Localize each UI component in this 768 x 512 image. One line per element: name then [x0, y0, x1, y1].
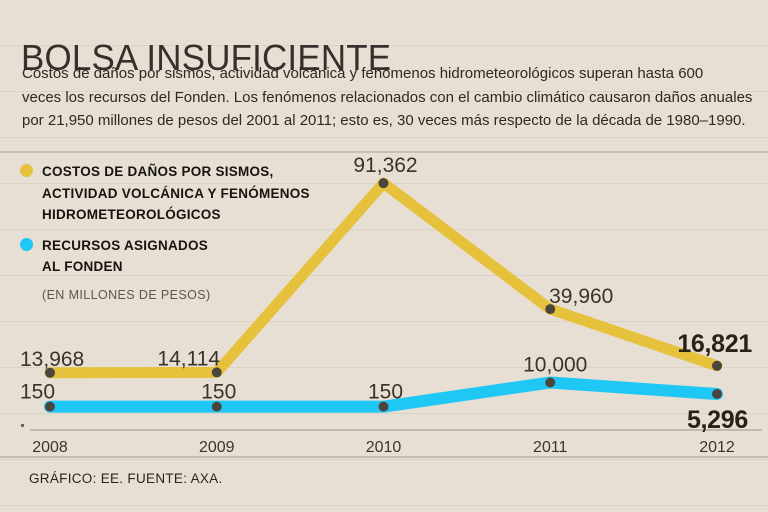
- legend-line: RECURSOS ASIGNADOS: [42, 237, 209, 253]
- fonden-value-label-2011: 10,000: [523, 354, 587, 377]
- fonden-point-2009: [211, 401, 222, 412]
- fonden-value-label-2009: 150: [201, 381, 236, 404]
- legend-damage-costs-label: COSTOS DE DAÑOS POR SISMOS, ACTIVIDAD VO…: [42, 161, 310, 226]
- year-label-2009: 2009: [199, 439, 235, 456]
- year-label-2010: 2010: [366, 439, 402, 456]
- damage-costs-point-2011: [545, 304, 556, 315]
- damage-costs-value-label-2010: 91,362: [353, 154, 417, 177]
- damage-costs-point-2012: [712, 360, 722, 371]
- fonden-value-label-2012: 5,296: [687, 406, 748, 434]
- year-label-2011: 2011: [533, 439, 568, 456]
- damage-costs-value-label-2008: 13,968: [20, 348, 84, 371]
- fonden-point-2011: [545, 377, 556, 388]
- damage-costs-value-label-2011: 39,960: [549, 285, 613, 308]
- page-title: BOLSA INSUFICIENTE: [21, 37, 392, 79]
- footer-divider: [0, 456, 768, 458]
- legend-fonden-label: RECURSOS ASIGNADOS AL FONDEN: [42, 235, 208, 278]
- year-label-2012: 2012: [699, 439, 735, 456]
- chart-legend: COSTOS DE DAÑOS POR SISMOS, ACTIVIDAD VO…: [20, 161, 350, 302]
- damage-costs-bullet-icon: [20, 164, 33, 177]
- damage-costs-value-label-2009: 14,114: [157, 347, 220, 370]
- unit-note: (EN MILLONES DE PESOS): [42, 287, 211, 302]
- subtitle-line: Costos de daños por sismos, actividad vo…: [22, 65, 704, 82]
- fonden-value-label-2010: 150: [368, 381, 403, 404]
- legend-line: HIDROMETEOROLÓGICOS: [42, 207, 221, 222]
- year-label-2008: 2008: [32, 439, 68, 456]
- damage-costs-line: [44, 177, 723, 379]
- legend-line: COSTOS DE DAÑOS POR SISMOS,: [42, 164, 274, 179]
- chart-subtitle: Costos de daños por sismos, actividad vo…: [22, 62, 752, 133]
- source-credit: GRÁFICO: EE. FUENTE: AXA.: [29, 471, 223, 486]
- legend-item-damage-costs: COSTOS DE DAÑOS POR SISMOS, ACTIVIDAD VO…: [20, 161, 350, 226]
- fonden-point-2010: [378, 401, 389, 412]
- subtitle-line: por 21,950 millones de pesos del 2001 al…: [22, 112, 746, 129]
- legend-line: ACTIVIDAD VOLCÁNICA Y FENÓMENOS: [42, 185, 310, 201]
- subtitle-line: veces los recursos del Fonden. Los fenóm…: [22, 88, 753, 106]
- damage-costs-point-2009: [211, 367, 222, 378]
- fonden-point-2012: [712, 389, 722, 400]
- fonden-bullet-icon: [20, 237, 33, 251]
- fonden-point-2008: [45, 401, 55, 412]
- legend-item-fonden: RECURSOS ASIGNADOS AL FONDEN: [20, 235, 350, 278]
- header-divider: [0, 151, 768, 153]
- x-axis-tick: [21, 424, 24, 427]
- fonden-value-label-2008: 150: [20, 381, 55, 404]
- damage-costs-point-2008: [45, 367, 55, 378]
- damage-costs-value-label-2012: 16,821: [677, 330, 752, 358]
- damage-costs-point-2010: [378, 178, 389, 189]
- legend-line: AL FONDEN: [42, 259, 123, 274]
